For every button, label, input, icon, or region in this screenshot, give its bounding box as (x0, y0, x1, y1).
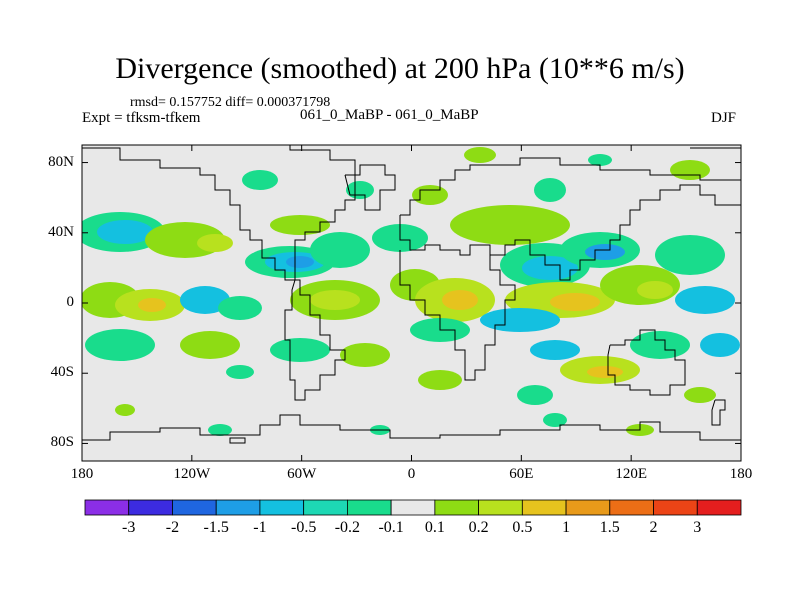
colorbar-level-label: 3 (693, 519, 702, 536)
experiment-label: Expt = tfksm-tfkem (82, 110, 201, 126)
field-region (530, 340, 580, 360)
comparison-label: 061_0_MaBP - 061_0_MaBP (300, 107, 479, 123)
x-tick-label: 60E (509, 466, 534, 482)
field-region (97, 220, 153, 244)
field-region (85, 329, 155, 361)
colorbar-level-label: 0.5 (512, 519, 533, 536)
coastline-africa (399, 250, 516, 381)
colorbar-box (521, 499, 567, 516)
colorbar-box (84, 499, 130, 516)
colorbar-box (215, 499, 261, 516)
field-region (522, 256, 578, 280)
coastline-australia (607, 329, 686, 396)
y-tick-label: 40S (50, 364, 74, 381)
colorbar-box (128, 499, 173, 516)
rmsd-diff-stats: rmsd= 0.157752 diff= 0.000371798 (130, 95, 331, 110)
colorbar-box (346, 499, 392, 516)
colorbar-level-label: -0.5 (290, 519, 317, 536)
field-region (218, 296, 262, 320)
field-region (534, 178, 566, 202)
colorbar-level-label: 1 (562, 519, 571, 536)
field-region (675, 286, 735, 314)
field-region (138, 298, 166, 312)
axis-ticks (81, 145, 742, 461)
colorbar-box (696, 499, 742, 516)
field-region (655, 235, 725, 275)
chart-title: Divergence (smoothed) at 200 hPa (10**6 … (115, 52, 685, 85)
field-region (242, 170, 278, 190)
field-region (418, 370, 462, 390)
colorbar-level-label: -1.5 (203, 519, 229, 536)
colorbar-box (390, 499, 436, 516)
field-region (270, 215, 330, 235)
field-region (180, 286, 230, 314)
colorbar-level-label: -1 (253, 519, 267, 536)
field-region (543, 413, 567, 427)
colorbar-level-label: -3 (122, 519, 136, 536)
field-region (450, 205, 570, 245)
coastline-small-island (229, 437, 246, 444)
field-region (340, 343, 390, 367)
season-label: DJF (711, 110, 737, 126)
colorbar-boxes (84, 499, 742, 516)
field-region (480, 308, 560, 332)
field-regions (82, 147, 740, 436)
field-region (208, 424, 232, 436)
colorbar-level-label: 2 (649, 519, 658, 536)
colorbar-level-label: -2 (165, 519, 180, 536)
field-region (286, 256, 314, 268)
x-tick-label: 120E (615, 466, 647, 482)
field-region (310, 232, 370, 268)
coastline-north-america (82, 145, 356, 281)
field-region (464, 147, 496, 163)
y-tick-label: 80S (50, 434, 74, 451)
y-tick-label: 0 (66, 294, 75, 310)
x-tick-label: 180 (70, 466, 94, 482)
field-region (637, 281, 673, 299)
x-tick-label: 60W (287, 466, 317, 482)
field-region (270, 338, 330, 362)
colorbar-box (653, 499, 698, 516)
colorbar-level-label: 0.2 (468, 519, 489, 536)
coastline-greenland (344, 164, 396, 211)
field-region (115, 404, 135, 416)
coastline-antarctica (82, 414, 741, 441)
y-tick-label: 40N (48, 223, 74, 240)
colorbar-level-label: -0.2 (334, 519, 361, 536)
coastline-south-america (284, 279, 346, 401)
field-region (226, 365, 254, 379)
colorbar-box (259, 499, 305, 516)
coastlines (82, 145, 741, 444)
coastline-eurasia (399, 157, 741, 281)
field-region (550, 293, 600, 311)
field-region (442, 290, 478, 310)
colorbar-box (434, 499, 480, 516)
coastline-new-zealand (711, 399, 726, 426)
colorbar-box (478, 499, 523, 516)
field-region (517, 385, 553, 405)
field-region (700, 333, 740, 357)
field-region (197, 234, 233, 252)
x-tick-label: 120W (173, 466, 211, 482)
field-region (684, 387, 716, 403)
colorbar-level-label: 1.5 (599, 519, 620, 536)
field-region (180, 331, 240, 359)
x-tick-label: 0 (407, 466, 416, 482)
y-tick-label: 80N (48, 153, 74, 170)
colorbar-level-label: -0.1 (378, 519, 404, 536)
colorbar-box (172, 499, 217, 516)
field-region (588, 154, 612, 166)
x-tick-label: 180 (729, 466, 753, 482)
colorbar-box (303, 499, 348, 516)
colorbar-box (565, 499, 611, 516)
colorbar-level-label: 0.1 (424, 519, 445, 536)
field-region (310, 290, 360, 310)
colorbar-box (609, 499, 654, 516)
